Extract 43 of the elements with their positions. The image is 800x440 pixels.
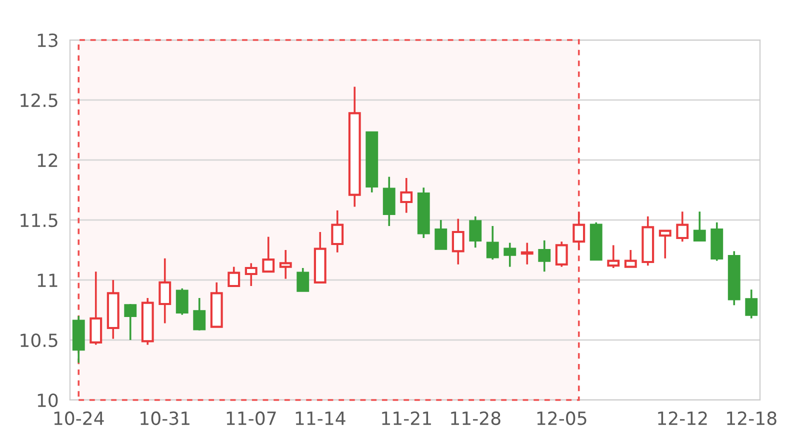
- candlestick: [745, 288, 758, 320]
- y-tick-label: 11.5: [20, 214, 58, 228]
- candlestick: [520, 242, 534, 266]
- candlestick: [572, 210, 586, 251]
- candlestick: [193, 297, 206, 332]
- candlestick: [452, 218, 464, 266]
- candlestick: [555, 240, 568, 268]
- x-tick-label: 12-18: [727, 411, 776, 426]
- candlestick: [124, 303, 137, 341]
- x-tick-label: 10-24: [54, 411, 104, 426]
- candlestick: [400, 177, 413, 214]
- x-tick-label: 10-31: [140, 411, 190, 426]
- candlestick: [469, 215, 482, 249]
- candlestick: [676, 210, 689, 243]
- candlestick: [331, 209, 344, 254]
- candlestick: [279, 249, 292, 280]
- x-tick-label: 11-21: [382, 411, 431, 425]
- candlestick: [434, 219, 448, 250]
- y-tick-label: 12: [38, 153, 58, 167]
- candlestick: [262, 236, 275, 273]
- x-tick-label: 11-28: [451, 411, 500, 426]
- candlestick: [158, 257, 172, 324]
- candlestick: [228, 266, 240, 288]
- candlestick: [90, 270, 102, 346]
- y-tick-label: 13: [38, 33, 58, 48]
- candlestick: [504, 242, 516, 268]
- candlestick: [693, 210, 706, 242]
- y-tick-label: 12.5: [20, 93, 58, 108]
- candlestick: [176, 287, 188, 316]
- candlestick: [296, 267, 310, 292]
- candlestick: [486, 225, 499, 261]
- candlestick: [244, 262, 258, 287]
- x-tick-label: 11-07: [226, 411, 276, 426]
- y-tick-label: 10.5: [20, 333, 58, 348]
- candlestick: [538, 239, 551, 273]
- candlestick: [624, 249, 637, 268]
- y-tick-label: 10: [38, 393, 58, 408]
- candlestick: [607, 244, 620, 269]
- x-tick-label: 11-14: [296, 412, 346, 425]
- x-tick-label: 12-05: [537, 411, 586, 426]
- y-tick-label: 11: [38, 274, 58, 287]
- x-tick-label: 12-12: [658, 411, 707, 425]
- candlestick: [658, 230, 672, 260]
